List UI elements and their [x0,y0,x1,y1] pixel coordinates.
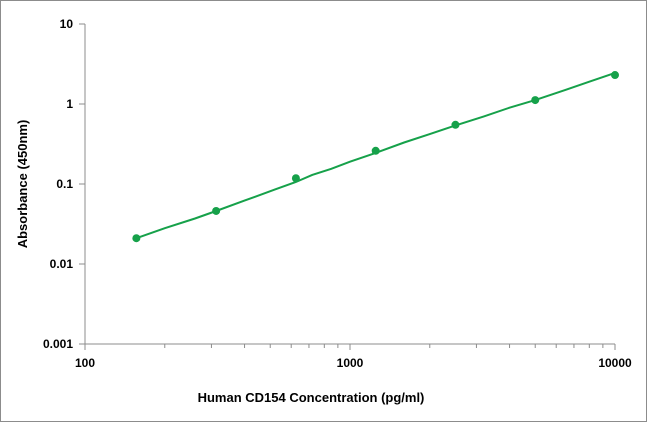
x-tick-label: 10000 [598,356,632,370]
data-point [291,174,300,183]
x-tick-label: 1000 [337,356,364,370]
y-tick-label: 10 [60,17,74,31]
data-point [371,146,380,155]
y-axis-tick-labels: 0.001 0.01 0.1 1 10 [43,17,73,351]
x-axis-ticks [84,344,616,350]
data-point [451,120,460,129]
fit-curve-line [136,71,616,240]
data-points [132,71,619,243]
y-axis-ticks [79,23,85,345]
data-point [531,96,540,105]
y-tick-label: 0.1 [56,177,73,191]
y-tick-label: 0.001 [43,337,73,351]
x-tick-label: 100 [75,356,95,370]
y-axis-title: Absorbance (450nm) [15,120,30,249]
x-axis-title: Human CD154 Concentration (pg/ml) [198,390,425,405]
data-point [212,206,221,215]
plot-area: 100 1000 10000 0.001 0.01 0.1 1 10 [43,17,632,370]
x-axis-tick-labels: 100 1000 10000 [75,356,632,370]
data-point [132,234,141,243]
y-tick-label: 0.01 [50,257,74,271]
data-point [611,71,619,80]
y-tick-label: 1 [66,97,73,111]
